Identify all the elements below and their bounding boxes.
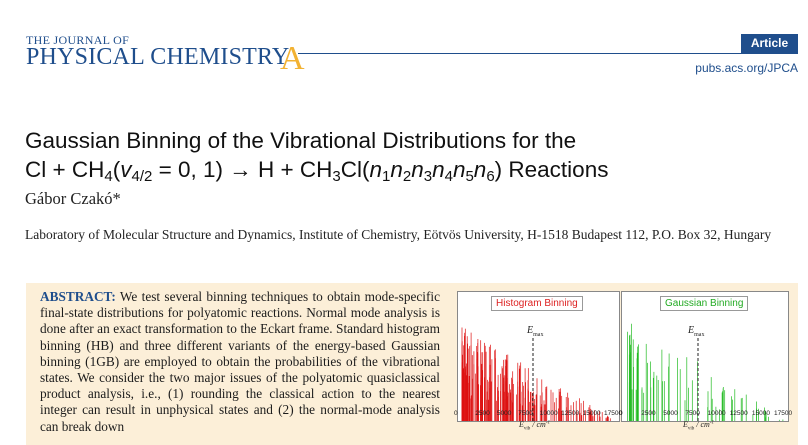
figure-panel-histogram: Histogram Binning Emax	[457, 291, 620, 422]
abstract-box: ABSTRACT: We test several binning techni…	[26, 283, 798, 445]
x-tick-label: 17500	[774, 410, 793, 417]
author-name[interactable]: Gábor Czakó*	[25, 189, 121, 208]
abstract-text: ABSTRACT: We test several binning techni…	[40, 289, 440, 435]
title-line-2: Cl + CH4(v4/2 = 0, 1) → H + CH3Cl(n1n2n3…	[25, 157, 609, 185]
x-tick-label: 5000	[663, 410, 678, 417]
journal-name-line1: THE JOURNAL OF	[26, 33, 130, 47]
histogram-x-axis-label: Evib / cm-1	[519, 420, 551, 432]
x-tick-label: 0	[619, 410, 623, 417]
journal-letter: A	[280, 40, 305, 77]
abstract-label: ABSTRACT:	[40, 289, 116, 304]
header-rule	[298, 53, 798, 54]
histogram-panel-title: Histogram Binning	[491, 296, 583, 311]
x-tick-label: 10000	[707, 410, 726, 417]
article-badge: Article	[741, 34, 798, 53]
gaussian-panel-title: Gaussian Binning	[660, 296, 749, 311]
x-tick-label: 17500	[604, 410, 623, 417]
journal-name-line2: PHYSICAL CHEMISTRY	[26, 44, 290, 70]
gaussian-plot	[627, 323, 784, 421]
pubs-link[interactable]: pubs.acs.org/JPCA	[695, 61, 798, 75]
histogram-plot	[461, 327, 611, 421]
figure-panel-gaussian: Gaussian Binning Emax	[621, 291, 789, 422]
gaussian-emax-label: Emax	[688, 325, 705, 338]
x-tick-label: 15000	[582, 410, 601, 417]
x-tick-label: 0	[454, 410, 458, 417]
gaussian-x-axis-label: Evib / cm-1	[683, 420, 715, 432]
abstract-body: We test several binning techniques to ob…	[40, 289, 440, 434]
x-tick-label: 12500	[729, 410, 748, 417]
affiliation: Laboratory of Molecular Structure and Dy…	[25, 227, 772, 242]
x-tick-label: 7500	[518, 410, 533, 417]
paper-title: Gaussian Binning of the Vibrational Dist…	[25, 126, 795, 184]
x-tick-label: 10000	[539, 410, 558, 417]
x-tick-label: 12500	[561, 410, 580, 417]
histogram-emax-label: Emax	[527, 325, 544, 338]
x-tick-label: 15000	[751, 410, 770, 417]
title-line-1: Gaussian Binning of the Vibrational Dist…	[25, 128, 577, 153]
journal-logo[interactable]: THE JOURNAL OF PHYSICAL CHEMISTRY A	[26, 33, 305, 76]
x-tick-label: 2500	[641, 410, 656, 417]
x-tick-label: 7500	[685, 410, 700, 417]
x-tick-label: 5000	[496, 410, 512, 417]
x-tick-label: 2500	[475, 410, 490, 417]
